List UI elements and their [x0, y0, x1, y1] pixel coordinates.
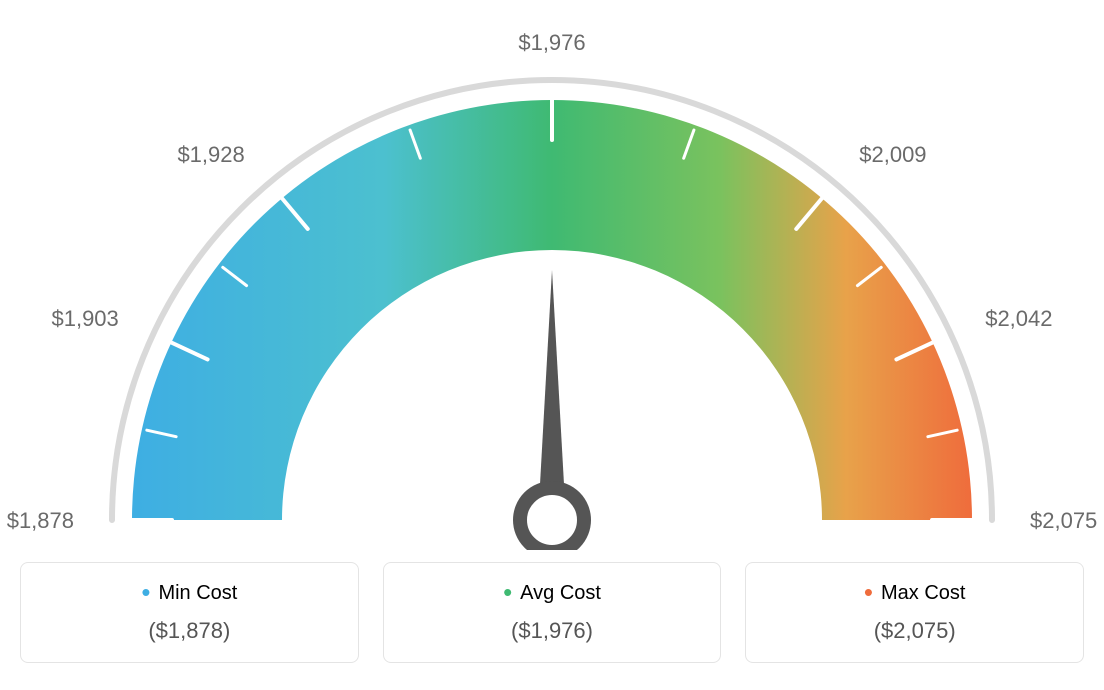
legend-row: Min Cost ($1,878) Avg Cost ($1,976) Max … — [20, 562, 1084, 663]
gauge-chart: $1,878$1,903$1,928$1,976$2,009$2,042$2,0… — [20, 20, 1084, 550]
gauge-tick-label: $2,075 — [1030, 508, 1097, 534]
gauge-tick-label: $1,976 — [512, 30, 592, 56]
legend-card-avg: Avg Cost ($1,976) — [383, 562, 722, 663]
legend-avg-label: Avg Cost — [394, 577, 711, 608]
legend-min-label: Min Cost — [31, 577, 348, 608]
legend-max-label: Max Cost — [756, 577, 1073, 608]
legend-card-max: Max Cost ($2,075) — [745, 562, 1084, 663]
legend-min-value: ($1,878) — [31, 618, 348, 644]
gauge-svg — [20, 20, 1084, 550]
gauge-tick-label: $1,878 — [0, 508, 74, 534]
legend-max-value: ($2,075) — [756, 618, 1073, 644]
gauge-tick-label: $2,042 — [985, 306, 1052, 332]
gauge-tick-label: $2,009 — [859, 142, 926, 168]
legend-avg-value: ($1,976) — [394, 618, 711, 644]
gauge-tick-label: $1,903 — [39, 306, 119, 332]
gauge-tick-label: $1,928 — [165, 142, 245, 168]
legend-card-min: Min Cost ($1,878) — [20, 562, 359, 663]
